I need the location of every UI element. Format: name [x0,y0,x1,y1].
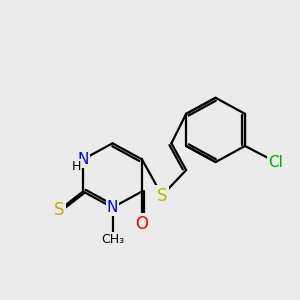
Text: S: S [54,201,64,219]
Text: CH₃: CH₃ [101,233,124,246]
Text: H: H [72,160,81,172]
Text: N: N [107,200,118,215]
Text: S: S [157,187,167,205]
Text: N: N [77,152,89,167]
Text: Cl: Cl [268,154,283,169]
Text: O: O [136,214,148,232]
